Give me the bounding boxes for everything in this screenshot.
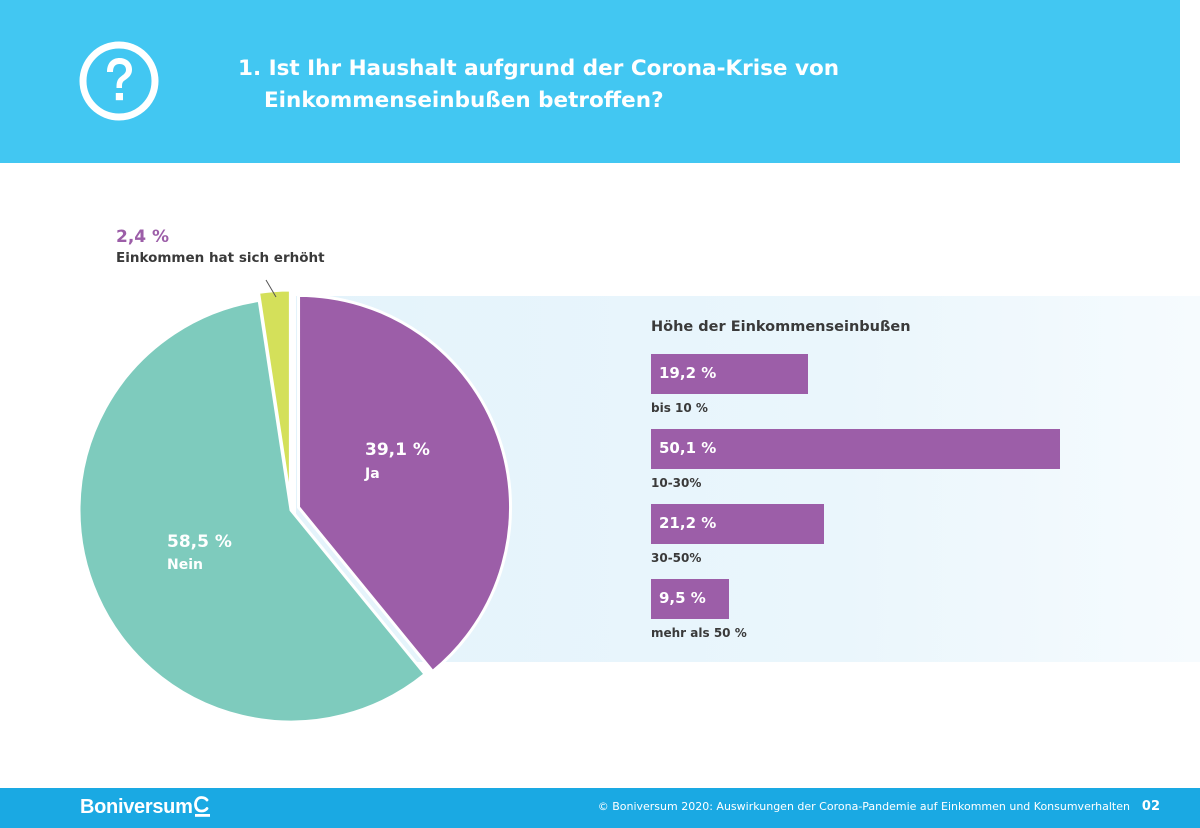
bar-chart-title: Höhe der Einkommenseinbußen <box>651 319 911 335</box>
bar-value-label: 19,2 % <box>659 364 717 382</box>
page-title-line2: Einkommenseinbußen betroffen? <box>264 88 664 113</box>
leader-line <box>265 279 277 298</box>
bar-mehr-als-50: 9,5 % <box>651 579 729 619</box>
question-circle-icon <box>79 41 159 121</box>
brand-logo-text: Boniversum <box>80 796 193 818</box>
page-number: 02 <box>1141 799 1160 814</box>
boniversum-logo-icon <box>194 796 210 817</box>
pie-slice-ja <box>297 293 512 674</box>
bar-value-label: 21,2 % <box>659 514 717 532</box>
header-banner: 1. Ist Ihr Haushalt aufgrund der Corona-… <box>0 0 1180 163</box>
bar-category-label: 10-30% <box>651 476 702 490</box>
copyright-text: © Boniversum 2020: Auswirkungen der Coro… <box>597 800 1130 813</box>
pie-slice-erhoeht <box>256 288 292 503</box>
pie-label-nein-category: Nein <box>167 557 203 573</box>
pie-label-erhoeht-value: 2,4 % <box>116 227 170 247</box>
bar-category-label: bis 10 % <box>651 401 708 415</box>
bar-value-label: 50,1 % <box>659 439 717 457</box>
bar-value-label: 9,5 % <box>659 589 706 607</box>
pie-label-ja-category: Ja <box>365 466 380 482</box>
pie-label-erhoeht-category: Einkommen hat sich erhöht <box>116 250 325 266</box>
bar-category-label: 30-50% <box>651 551 702 565</box>
bar-10-30: 50,1 % <box>651 429 1060 469</box>
page-title: 1. Ist Ihr Haushalt aufgrund der Corona-… <box>238 53 878 117</box>
pie-label-ja-value: 39,1 % <box>365 440 430 460</box>
footer-bar: Boniversum © Boniversum 2020: Auswirkung… <box>0 788 1200 828</box>
bar-bis-10: 19,2 % <box>651 354 808 394</box>
pie-label-nein-value: 58,5 % <box>167 532 232 552</box>
page-title-line1: 1. Ist Ihr Haushalt aufgrund der Corona-… <box>238 56 840 81</box>
bar-category-label: mehr als 50 % <box>651 626 747 640</box>
bar-30-50: 21,2 % <box>651 504 825 544</box>
pie-slice-nein <box>77 298 428 724</box>
